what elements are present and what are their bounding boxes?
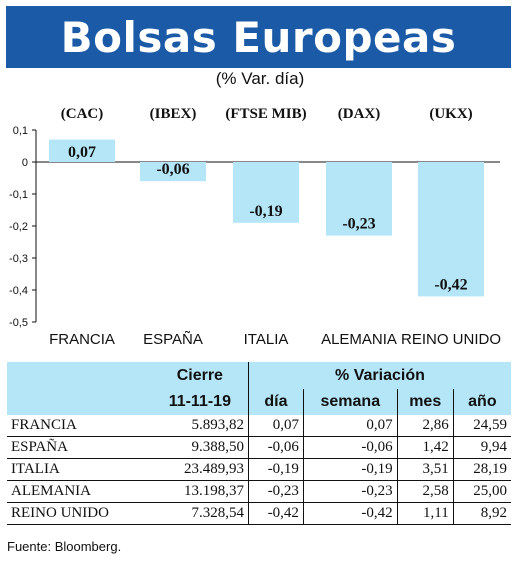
bar-francia xyxy=(49,139,115,162)
cell-cierre: 13.198,37 xyxy=(151,480,249,503)
cell-ano: 8,92 xyxy=(452,502,511,525)
cell-ano: 25,00 xyxy=(452,480,511,503)
header-cierre: Cierre xyxy=(151,362,249,389)
data-label: -0,06 xyxy=(156,161,189,178)
header-semana: semana xyxy=(302,389,398,415)
y-tick-label: -0,3 xyxy=(9,253,28,265)
data-label: -0,19 xyxy=(249,203,282,220)
category-label: FRANCIA xyxy=(49,331,115,348)
header-blank xyxy=(7,362,152,389)
y-tick-label: 0 xyxy=(22,157,28,169)
cell-cierre: 5.893,82 xyxy=(151,415,249,437)
header-mes: mes xyxy=(396,389,454,415)
index-label: (FTSE MIB) xyxy=(225,106,306,122)
cell-mes: 2,58 xyxy=(396,480,454,503)
category-label: ESPAÑA xyxy=(143,331,203,348)
cell-cierre: 23.489,93 xyxy=(151,458,249,481)
y-tick-label: 0,1 xyxy=(13,125,28,137)
index-label: (CAC) xyxy=(61,106,104,122)
bar-alemania xyxy=(326,162,392,236)
cell-mes: 1,11 xyxy=(396,502,454,525)
data-label: -0,42 xyxy=(434,276,467,293)
market-table: Cierre % Variación 11-11-19 día semana m… xyxy=(7,362,511,525)
cell-ano: 24,59 xyxy=(452,415,511,437)
cell-dia: 0,07 xyxy=(247,415,304,437)
y-tick-label: -0,4 xyxy=(9,285,28,297)
bar-españa xyxy=(140,162,206,182)
cell-pais: ESPAÑA xyxy=(7,436,152,459)
cell-pais: ITALIA xyxy=(7,458,152,481)
cell-cierre: 7.328,54 xyxy=(151,502,249,525)
category-label: ALEMANIA xyxy=(321,331,397,348)
table-group-header-row: Cierre % Variación xyxy=(7,362,511,389)
category-label: REINO UNIDO xyxy=(401,331,501,348)
source-note: Fuente: Bloomberg. xyxy=(7,539,122,554)
cell-pais: ALEMANIA xyxy=(7,480,152,503)
cell-dia: -0,42 xyxy=(247,502,304,525)
header-dia: día xyxy=(247,389,304,415)
cell-mes: 3,51 xyxy=(396,458,454,481)
cell-semana: -0,42 xyxy=(302,502,398,525)
header-date: 11-11-19 xyxy=(151,389,249,415)
y-tick-label: -0,2 xyxy=(9,221,28,233)
cell-dia: -0,23 xyxy=(247,480,304,503)
data-label: -0,23 xyxy=(342,216,375,233)
cell-ano: 9,94 xyxy=(452,436,511,459)
index-label: (DAX) xyxy=(338,106,381,122)
table-sub-header-row: 11-11-19 día semana mes año xyxy=(7,389,511,415)
page-title: Bolsas Europeas xyxy=(60,12,457,62)
header-ano: año xyxy=(452,389,511,415)
cell-semana: -0,23 xyxy=(302,480,398,503)
table-row: FRANCIA 5.893,82 0,07 0,07 2,86 24,59 xyxy=(7,415,511,437)
index-label: (UKX) xyxy=(429,106,472,122)
cell-pais: FRANCIA xyxy=(7,415,152,437)
cell-mes: 2,86 xyxy=(396,415,454,437)
cell-semana: -0,06 xyxy=(302,436,398,459)
cell-semana: -0,19 xyxy=(302,458,398,481)
header-variacion: % Variación xyxy=(247,362,511,389)
cell-mes: 1,42 xyxy=(396,436,454,459)
data-label: 0,07 xyxy=(68,144,96,161)
header-blank xyxy=(7,389,152,415)
table-row: ESPAÑA 9.388,50 -0,06 -0,06 1,42 9,94 xyxy=(7,436,511,459)
index-label: (IBEX) xyxy=(150,106,197,122)
y-tick-label: -0,5 xyxy=(9,317,28,329)
cell-dia: -0,06 xyxy=(247,436,304,459)
cell-cierre: 9.388,50 xyxy=(151,436,249,459)
bar-italia xyxy=(233,162,299,223)
cell-ano: 28,19 xyxy=(452,458,511,481)
cell-dia: -0,19 xyxy=(247,458,304,481)
table-row: REINO UNIDO 7.328,54 -0,42 -0,42 1,11 8,92 xyxy=(7,502,511,525)
cell-semana: 0,07 xyxy=(302,415,398,437)
bar-chart: 0,1 0 -0,1 -0,2 -0,3 -0,4 -0,5 0,07 (CAC) FRANCIA… xyxy=(9,106,501,348)
title-banner: Bolsas Europeas xyxy=(6,6,511,68)
chart-subtitle: (% Var. día) xyxy=(215,69,305,88)
cell-pais: REINO UNIDO xyxy=(7,502,152,525)
bar-reino-unido xyxy=(418,162,484,297)
table-row: ALEMANIA 13.198,37 -0,23 -0,23 2,58 25,00 xyxy=(7,480,511,503)
table-row: ITALIA 23.489,93 -0,19 -0,19 3,51 28,19 xyxy=(7,458,511,481)
category-label: ITALIA xyxy=(244,331,289,348)
y-tick-label: -0,1 xyxy=(9,189,28,201)
